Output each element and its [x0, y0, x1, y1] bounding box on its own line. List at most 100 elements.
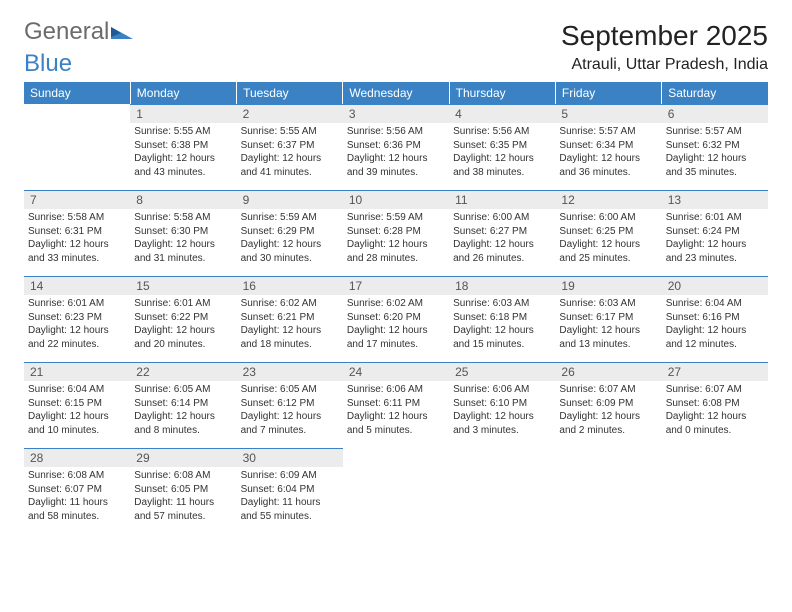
calendar-day-cell: 6Sunrise: 5:57 AMSunset: 6:32 PMDaylight… [662, 104, 768, 190]
calendar-week-row: 14Sunrise: 6:01 AMSunset: 6:23 PMDayligh… [24, 276, 768, 362]
day-info: Sunrise: 6:00 AMSunset: 6:27 PMDaylight:… [449, 209, 555, 265]
day-info: Sunrise: 6:06 AMSunset: 6:10 PMDaylight:… [449, 381, 555, 437]
day-info: Sunrise: 5:58 AMSunset: 6:30 PMDaylight:… [130, 209, 236, 265]
day-info: Sunrise: 5:57 AMSunset: 6:34 PMDaylight:… [555, 123, 661, 179]
day-number: 18 [449, 276, 555, 295]
location: Atrauli, Uttar Pradesh, India [561, 56, 768, 74]
calendar-day-cell: 26Sunrise: 6:07 AMSunset: 6:09 PMDayligh… [555, 362, 661, 448]
day-info: Sunrise: 6:08 AMSunset: 6:05 PMDaylight:… [130, 467, 236, 523]
day-number: 6 [662, 104, 768, 123]
calendar-day-cell: 19Sunrise: 6:03 AMSunset: 6:17 PMDayligh… [555, 276, 661, 362]
day-info: Sunrise: 6:01 AMSunset: 6:24 PMDaylight:… [662, 209, 768, 265]
calendar-day-cell: 10Sunrise: 5:59 AMSunset: 6:28 PMDayligh… [343, 190, 449, 276]
day-number: 14 [24, 276, 130, 295]
calendar-day-cell: 9Sunrise: 5:59 AMSunset: 6:29 PMDaylight… [237, 190, 343, 276]
day-number: 30 [237, 448, 343, 467]
day-number: 9 [237, 190, 343, 209]
calendar-header-row: SundayMondayTuesdayWednesdayThursdayFrid… [24, 82, 768, 104]
day-number: 19 [555, 276, 661, 295]
day-number: 24 [343, 362, 449, 381]
calendar-day-cell: 2Sunrise: 5:55 AMSunset: 6:37 PMDaylight… [237, 104, 343, 190]
calendar-day-cell: 7Sunrise: 5:58 AMSunset: 6:31 PMDaylight… [24, 190, 130, 276]
day-number: 16 [237, 276, 343, 295]
calendar-day-cell: 18Sunrise: 6:03 AMSunset: 6:18 PMDayligh… [449, 276, 555, 362]
day-number: 3 [343, 104, 449, 123]
weekday-header: Saturday [662, 82, 768, 104]
day-number: 7 [24, 190, 130, 209]
weekday-header: Friday [555, 82, 661, 104]
logo-word-2: Blue [24, 50, 72, 77]
day-info: Sunrise: 5:56 AMSunset: 6:35 PMDaylight:… [449, 123, 555, 179]
calendar-day-cell: 27Sunrise: 6:07 AMSunset: 6:08 PMDayligh… [662, 362, 768, 448]
day-number: 23 [237, 362, 343, 381]
day-info: Sunrise: 6:03 AMSunset: 6:17 PMDaylight:… [555, 295, 661, 351]
calendar-week-row: 7Sunrise: 5:58 AMSunset: 6:31 PMDaylight… [24, 190, 768, 276]
day-info: Sunrise: 6:05 AMSunset: 6:12 PMDaylight:… [237, 381, 343, 437]
calendar-day-cell: 24Sunrise: 6:06 AMSunset: 6:11 PMDayligh… [343, 362, 449, 448]
calendar-day-cell: 5Sunrise: 5:57 AMSunset: 6:34 PMDaylight… [555, 104, 661, 190]
day-info: Sunrise: 5:59 AMSunset: 6:29 PMDaylight:… [237, 209, 343, 265]
day-number: 21 [24, 362, 130, 381]
day-number: 1 [130, 104, 236, 123]
day-number: 22 [130, 362, 236, 381]
header: General Blue September 2025 Atrauli, Utt… [24, 20, 768, 76]
calendar-day-cell: 22Sunrise: 6:05 AMSunset: 6:14 PMDayligh… [130, 362, 236, 448]
day-number: 26 [555, 362, 661, 381]
day-number: 17 [343, 276, 449, 295]
day-info: Sunrise: 6:06 AMSunset: 6:11 PMDaylight:… [343, 381, 449, 437]
day-info: Sunrise: 6:08 AMSunset: 6:07 PMDaylight:… [24, 467, 130, 523]
calendar-day-cell: 11Sunrise: 6:00 AMSunset: 6:27 PMDayligh… [449, 190, 555, 276]
day-number: 10 [343, 190, 449, 209]
calendar-day-cell: 20Sunrise: 6:04 AMSunset: 6:16 PMDayligh… [662, 276, 768, 362]
calendar-day-cell: 4Sunrise: 5:56 AMSunset: 6:35 PMDaylight… [449, 104, 555, 190]
calendar-day-cell: 29Sunrise: 6:08 AMSunset: 6:05 PMDayligh… [130, 448, 236, 534]
day-info: Sunrise: 5:59 AMSunset: 6:28 PMDaylight:… [343, 209, 449, 265]
day-info: Sunrise: 5:58 AMSunset: 6:31 PMDaylight:… [24, 209, 130, 265]
calendar-day-cell [555, 448, 661, 534]
calendar-week-row: 28Sunrise: 6:08 AMSunset: 6:07 PMDayligh… [24, 448, 768, 534]
day-number: 29 [130, 448, 236, 467]
calendar-day-cell: 12Sunrise: 6:00 AMSunset: 6:25 PMDayligh… [555, 190, 661, 276]
calendar-day-cell: 28Sunrise: 6:08 AMSunset: 6:07 PMDayligh… [24, 448, 130, 534]
day-number: 28 [24, 448, 130, 467]
calendar-week-row: 21Sunrise: 6:04 AMSunset: 6:15 PMDayligh… [24, 362, 768, 448]
calendar-day-cell [662, 448, 768, 534]
calendar-day-cell: 3Sunrise: 5:56 AMSunset: 6:36 PMDaylight… [343, 104, 449, 190]
day-number: 8 [130, 190, 236, 209]
day-info: Sunrise: 6:03 AMSunset: 6:18 PMDaylight:… [449, 295, 555, 351]
logo-arrow-icon [111, 23, 133, 44]
calendar-body: 1Sunrise: 5:55 AMSunset: 6:38 PMDaylight… [24, 104, 768, 534]
day-info: Sunrise: 5:56 AMSunset: 6:36 PMDaylight:… [343, 123, 449, 179]
day-number: 20 [662, 276, 768, 295]
day-info: Sunrise: 5:55 AMSunset: 6:37 PMDaylight:… [237, 123, 343, 179]
day-info: Sunrise: 5:55 AMSunset: 6:38 PMDaylight:… [130, 123, 236, 179]
day-info: Sunrise: 6:02 AMSunset: 6:21 PMDaylight:… [237, 295, 343, 351]
weekday-header: Tuesday [237, 82, 343, 104]
calendar-day-cell [343, 448, 449, 534]
day-number: 4 [449, 104, 555, 123]
calendar-day-cell: 23Sunrise: 6:05 AMSunset: 6:12 PMDayligh… [237, 362, 343, 448]
calendar-day-cell: 15Sunrise: 6:01 AMSunset: 6:22 PMDayligh… [130, 276, 236, 362]
day-info: Sunrise: 6:04 AMSunset: 6:15 PMDaylight:… [24, 381, 130, 437]
day-number: 15 [130, 276, 236, 295]
weekday-header: Sunday [24, 82, 130, 104]
weekday-header: Monday [130, 82, 236, 104]
calendar-day-cell: 17Sunrise: 6:02 AMSunset: 6:20 PMDayligh… [343, 276, 449, 362]
calendar-day-cell: 16Sunrise: 6:02 AMSunset: 6:21 PMDayligh… [237, 276, 343, 362]
calendar-day-cell: 8Sunrise: 5:58 AMSunset: 6:30 PMDaylight… [130, 190, 236, 276]
weekday-header: Thursday [449, 82, 555, 104]
calendar-day-cell: 14Sunrise: 6:01 AMSunset: 6:23 PMDayligh… [24, 276, 130, 362]
calendar-day-cell: 21Sunrise: 6:04 AMSunset: 6:15 PMDayligh… [24, 362, 130, 448]
day-number: 2 [237, 104, 343, 123]
calendar-day-cell: 13Sunrise: 6:01 AMSunset: 6:24 PMDayligh… [662, 190, 768, 276]
month-title: September 2025 [561, 20, 768, 52]
day-info: Sunrise: 5:57 AMSunset: 6:32 PMDaylight:… [662, 123, 768, 179]
day-info: Sunrise: 6:04 AMSunset: 6:16 PMDaylight:… [662, 295, 768, 351]
day-info: Sunrise: 6:09 AMSunset: 6:04 PMDaylight:… [237, 467, 343, 523]
calendar-day-cell [24, 104, 130, 190]
logo-word-1: General [24, 18, 109, 45]
day-info: Sunrise: 6:05 AMSunset: 6:14 PMDaylight:… [130, 381, 236, 437]
day-info: Sunrise: 6:01 AMSunset: 6:23 PMDaylight:… [24, 295, 130, 351]
day-info: Sunrise: 6:01 AMSunset: 6:22 PMDaylight:… [130, 295, 236, 351]
day-number: 13 [662, 190, 768, 209]
